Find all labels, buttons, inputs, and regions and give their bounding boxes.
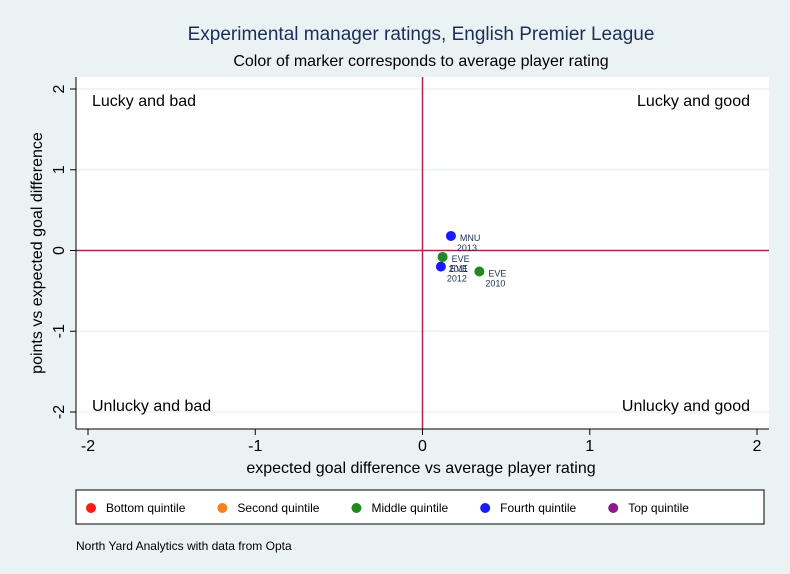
x-tick-label: 0	[418, 438, 427, 455]
chart-title: Experimental manager ratings, English Pr…	[188, 24, 655, 45]
point-label-year: 2010	[485, 278, 505, 288]
data-point	[435, 261, 446, 272]
point-label-team: EVE	[452, 254, 470, 264]
legend-label: Fourth quintile	[500, 501, 576, 515]
y-tick-label: -2	[51, 405, 68, 419]
reference-lines	[76, 77, 769, 429]
data-point	[474, 266, 485, 277]
legend: Bottom quintile Second quintile Middle qui…	[86, 501, 689, 515]
legend-marker	[608, 503, 619, 513]
legend-label: Middle quintile	[371, 501, 448, 515]
x-axis-title: expected goal difference vs average play…	[246, 460, 595, 477]
y-tick-label: -1	[51, 324, 68, 338]
quadrant-label-lucky-bad: Lucky and bad	[92, 93, 196, 110]
x-tick-label: 1	[585, 438, 594, 455]
legend-marker	[351, 503, 362, 513]
y-tick-label: 0	[51, 246, 68, 255]
legend-box	[75, 489, 765, 525]
point-label-team: EVE	[488, 268, 506, 278]
x-tick-label: -2	[81, 438, 95, 455]
legend-marker	[86, 503, 96, 513]
legend-marker	[480, 503, 491, 513]
quadrant-label-unlucky-bad: Unlucky and bad	[92, 398, 211, 415]
legend-label: Second quintile	[237, 501, 319, 515]
point-label-year: 2012	[447, 274, 467, 284]
quadrant-label-lucky-good: Lucky and good	[637, 93, 750, 110]
x-tick-label: -1	[248, 438, 262, 455]
quadrant-label-unlucky-good: Unlucky and good	[622, 398, 750, 415]
legend-label: Top quintile	[628, 501, 689, 515]
y-axis-title: points vs expected goal difference	[29, 132, 46, 374]
legend-label: Bottom quintile	[106, 501, 186, 515]
point-label-team: EVE	[450, 264, 468, 274]
axes: -2 -1 0 1 2 -2 -1 0 1 2	[51, 77, 769, 455]
point-label-year: 2013	[457, 243, 477, 253]
chart-subtitle: Color of marker corresponds to average p…	[233, 53, 608, 70]
data-point	[445, 230, 456, 241]
data-point	[437, 251, 448, 262]
point-label-team: MNU	[460, 233, 481, 243]
x-tick-label: 2	[753, 438, 762, 455]
footnote: North Yard Analytics with data from Opta	[76, 539, 292, 553]
legend-marker	[217, 503, 228, 513]
y-tick-label: 1	[51, 165, 68, 174]
point-label-year: 2011	[449, 264, 468, 274]
y-tick-label: 2	[51, 84, 68, 93]
